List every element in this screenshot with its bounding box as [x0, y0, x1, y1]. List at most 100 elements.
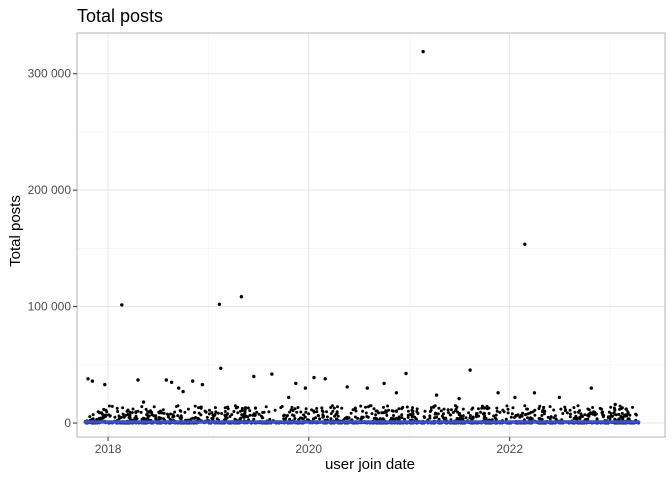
x-axis-title: user join date: [325, 456, 415, 473]
data-point: [97, 410, 101, 414]
data-point: [90, 379, 95, 383]
data-point: [240, 406, 244, 410]
data-point: [471, 415, 475, 419]
data-point: [423, 409, 427, 413]
data-point: [449, 408, 453, 412]
data-point: [521, 411, 525, 415]
data-point: [210, 411, 214, 415]
data-point: [397, 407, 401, 411]
data-point: [353, 406, 357, 410]
data-point: [506, 411, 510, 415]
data-point: [468, 368, 472, 372]
data-point: [232, 410, 236, 413]
data-point: [382, 405, 385, 409]
data-point: [421, 49, 425, 54]
data-point: [243, 410, 247, 414]
data-point: [395, 409, 398, 413]
data-point: [113, 415, 117, 419]
data-point: [101, 415, 105, 419]
data-point: [510, 412, 514, 416]
data-point: [411, 406, 415, 410]
data-point: [369, 404, 373, 408]
data-point: [186, 407, 190, 411]
data-point: [618, 407, 621, 411]
data-point: [175, 405, 178, 408]
data-point: [400, 416, 404, 420]
data-point: [315, 407, 319, 410]
data-point: [303, 386, 308, 390]
data-point: [173, 410, 177, 414]
data-point: [529, 410, 533, 414]
data-point: [387, 408, 390, 412]
data-point: [323, 377, 327, 381]
data-point: [108, 414, 112, 418]
data-point: [86, 377, 90, 381]
data-point: [246, 415, 250, 419]
data-point: [95, 417, 99, 421]
data-point: [370, 412, 374, 416]
data-point: [451, 411, 455, 414]
data-point: [340, 406, 344, 410]
data-point: [219, 366, 223, 370]
data-point: [253, 406, 257, 410]
data-point: [104, 414, 107, 418]
data-point: [317, 414, 321, 418]
data-point: [454, 409, 458, 413]
data-point: [428, 416, 432, 420]
data-point: [377, 411, 381, 415]
data-point: [110, 404, 114, 408]
data-point: [208, 408, 211, 412]
data-point: [103, 382, 107, 387]
grid: [77, 33, 665, 437]
data-point: [617, 412, 621, 416]
data-point: [494, 418, 498, 421]
data-point: [391, 417, 395, 421]
data-point: [446, 411, 450, 414]
data-point: [509, 415, 513, 419]
data-point: [598, 406, 602, 410]
data-point: [336, 414, 340, 418]
data-point: [197, 411, 201, 415]
data-point: [480, 406, 484, 410]
data-point: [552, 416, 556, 420]
data-point: [372, 416, 376, 420]
data-point: [432, 405, 436, 409]
data-point: [333, 414, 337, 418]
data-point: [273, 408, 277, 412]
data-point: [511, 406, 515, 410]
data-point: [610, 414, 614, 418]
data-point: [152, 405, 156, 409]
data-point: [540, 410, 544, 414]
data-point: [613, 412, 617, 416]
data-point: [504, 417, 508, 421]
y-tick-label: 200 000: [28, 183, 72, 197]
data-point: [400, 413, 404, 417]
data-point: [236, 411, 240, 415]
axes: 0 100 000 200 000 300 000 2018 2020 2022: [28, 67, 524, 456]
data-point: [442, 407, 446, 411]
data-point: [199, 406, 203, 410]
data-point: [141, 400, 146, 404]
data-point: [609, 405, 613, 409]
data-point: [325, 415, 329, 419]
data-point: [561, 412, 565, 415]
data-point: [329, 417, 333, 421]
data-point: [228, 415, 232, 418]
data-point: [233, 417, 237, 421]
data-point: [386, 404, 390, 408]
data-point: [364, 405, 367, 409]
data-point: [329, 412, 333, 416]
x-tick-label: 2020: [295, 442, 322, 456]
data-point: [267, 410, 271, 414]
data-point: [474, 413, 478, 417]
data-point: [270, 372, 274, 376]
data-point: [193, 411, 196, 414]
data-point: [494, 413, 498, 417]
data-point: [607, 410, 611, 414]
data-point: [408, 413, 412, 416]
data-point: [538, 417, 542, 420]
data-point: [321, 415, 325, 419]
data-point: [620, 411, 624, 415]
data-point: [144, 407, 148, 411]
